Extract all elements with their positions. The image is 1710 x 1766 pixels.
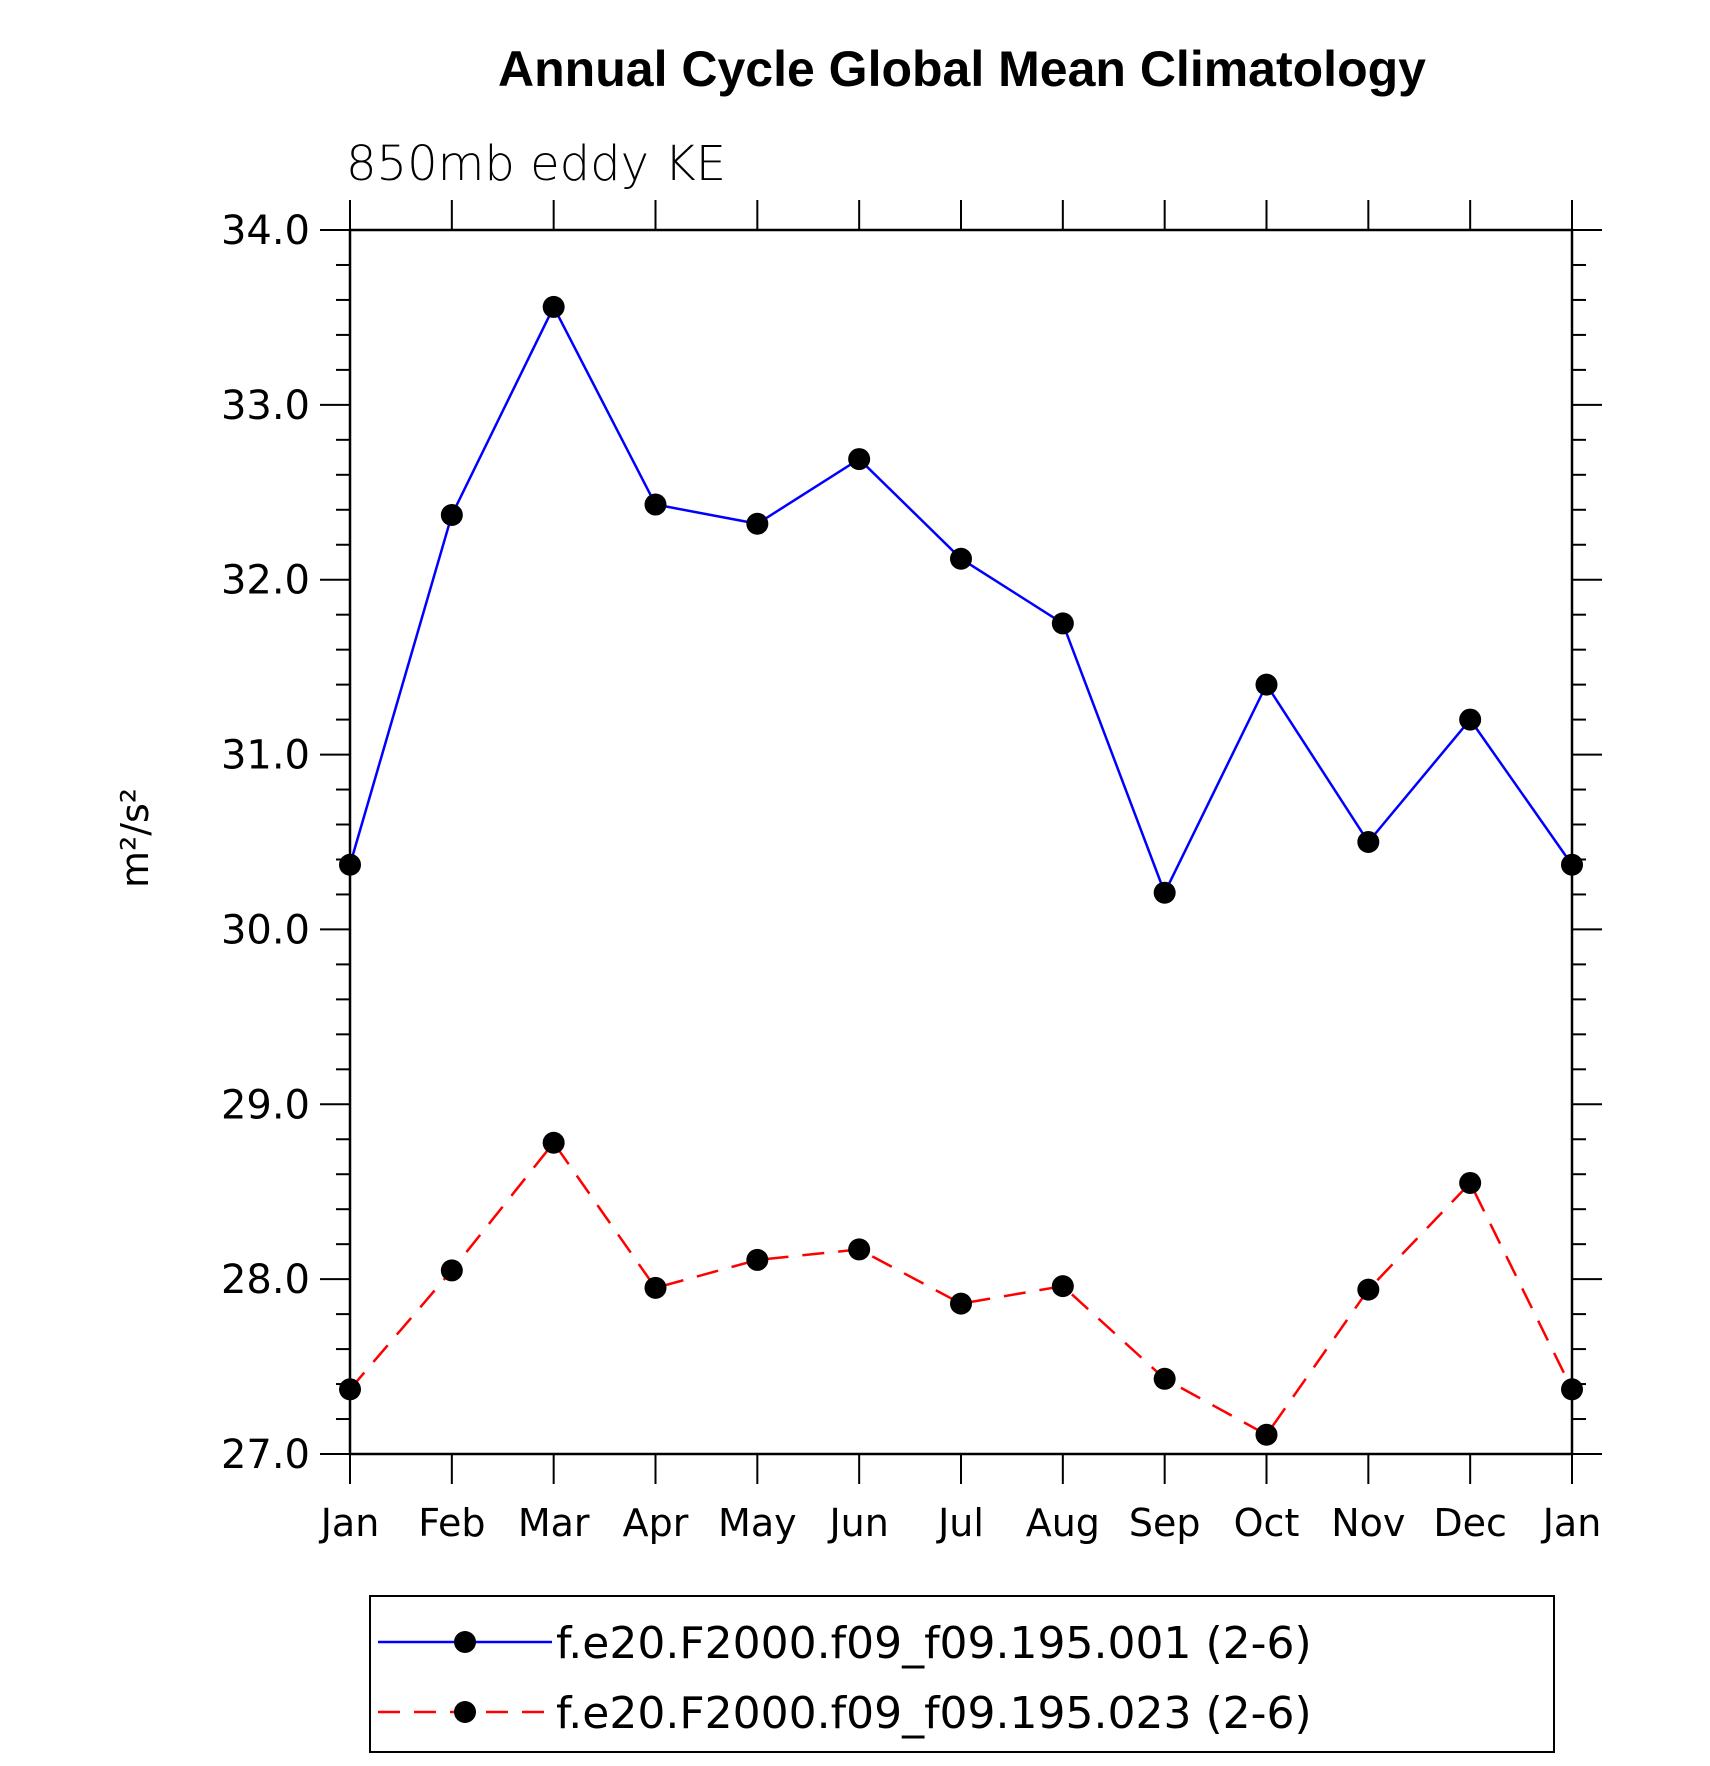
data-point bbox=[1357, 831, 1380, 853]
chart-title: Annual Cycle Global Mean Climatology bbox=[498, 41, 1426, 97]
y-tick-label: 29.0 bbox=[221, 1082, 310, 1128]
series-layer bbox=[339, 295, 1583, 1446]
x-tick-label: Jul bbox=[936, 1501, 984, 1545]
data-point bbox=[644, 493, 667, 516]
data-point bbox=[746, 1248, 769, 1271]
x-tick-label: Jan bbox=[319, 1501, 380, 1545]
data-point bbox=[440, 504, 463, 527]
data-point bbox=[542, 295, 565, 318]
data-point bbox=[1255, 673, 1278, 696]
data-point bbox=[1459, 1171, 1482, 1194]
data-point bbox=[440, 1259, 463, 1282]
chart-subtitle: 850mb eddy KE bbox=[346, 136, 726, 192]
data-point bbox=[848, 448, 871, 471]
data-point bbox=[1051, 612, 1074, 635]
x-tick-label: Dec bbox=[1433, 1501, 1507, 1545]
data-point bbox=[1153, 1367, 1176, 1390]
x-tick-label: Jun bbox=[827, 1501, 888, 1545]
x-tick-label: Feb bbox=[418, 1501, 485, 1545]
data-point bbox=[848, 1238, 871, 1261]
x-tick-label: Aug bbox=[1026, 1501, 1100, 1545]
legend: f.e20.F2000.f09_f09.195.001 (2-6) f.e20.F… bbox=[369, 1595, 1555, 1753]
y-tick-label: 28.0 bbox=[221, 1257, 310, 1303]
data-point bbox=[1255, 1423, 1278, 1446]
data-point bbox=[339, 1378, 361, 1401]
y-tick-label: 31.0 bbox=[221, 733, 310, 779]
data-point bbox=[746, 512, 769, 535]
x-tick-label: Oct bbox=[1234, 1501, 1300, 1545]
series-line-2 bbox=[349, 1140, 1574, 1437]
data-point bbox=[1561, 1378, 1583, 1401]
data-point bbox=[1153, 881, 1176, 904]
data-point bbox=[1357, 1278, 1380, 1301]
x-tick-label: Apr bbox=[623, 1501, 689, 1545]
data-point bbox=[1561, 853, 1583, 876]
x-tick-label: Nov bbox=[1331, 1501, 1405, 1545]
legend-label-2: f.e20.F2000.f09_f09.195.023 (2-6) bbox=[556, 1688, 1312, 1739]
data-point bbox=[1459, 708, 1482, 731]
series-line-1 bbox=[348, 304, 1574, 896]
x-tick-label: May bbox=[718, 1501, 797, 1545]
legend-box bbox=[369, 1595, 1555, 1753]
legend-label-1: f.e20.F2000.f09_f09.195.001 (2-6) bbox=[556, 1618, 1312, 1669]
data-point bbox=[339, 853, 361, 876]
legend-marker-1 bbox=[454, 1631, 476, 1653]
data-point bbox=[950, 1292, 972, 1315]
y-tick-label: 34.0 bbox=[221, 208, 310, 254]
data-point bbox=[950, 547, 972, 570]
data-point bbox=[1051, 1275, 1074, 1298]
x-tick-label: Sep bbox=[1129, 1501, 1201, 1545]
axes-ticks: 27.0 28.0 29.0 30.0 31.0 32.0 33.0 34.0 Jan Feb Ma… bbox=[221, 200, 1602, 1545]
y-axis-label: m²/s² bbox=[113, 788, 157, 888]
legend-marker-2 bbox=[454, 1701, 476, 1723]
x-tick-label: Mar bbox=[518, 1501, 590, 1545]
y-tick-label: 32.0 bbox=[221, 558, 310, 604]
y-tick-label: 30.0 bbox=[221, 907, 310, 953]
data-point bbox=[644, 1276, 667, 1299]
x-tick-label: Jan bbox=[1541, 1501, 1602, 1545]
plot-frame bbox=[348, 228, 1574, 1456]
y-tick-label: 33.0 bbox=[221, 383, 310, 429]
data-point bbox=[542, 1131, 565, 1154]
y-tick-label: 27.0 bbox=[221, 1432, 310, 1478]
